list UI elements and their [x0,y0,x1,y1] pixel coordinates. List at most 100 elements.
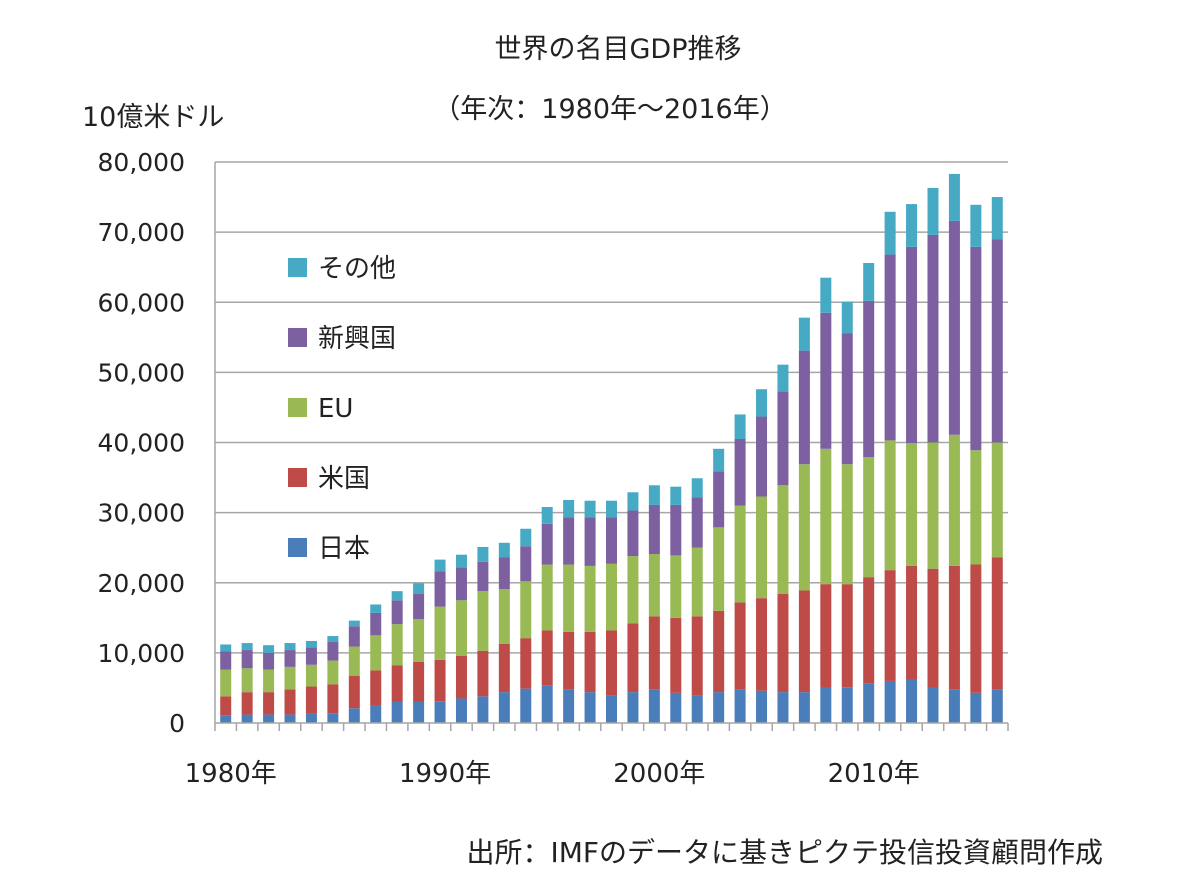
bar-segment-2014 [948,689,960,723]
bar-segment-2014 [948,173,960,221]
bar-segment-1997 [584,692,596,723]
bar-segment-2012 [906,204,918,247]
bar-segment-1986 [348,676,360,709]
bar-segment-1984 [305,647,317,665]
bar-segment-1982 [263,692,275,715]
bar-segment-1999 [627,510,639,557]
bar-segment-2016 [991,689,1003,723]
bar-segment-2000 [648,485,660,505]
bar-segment-2006 [777,364,789,392]
y-tick-label: 0 [169,709,185,738]
bar-segment-1990 [434,559,446,572]
bar-segment-1999 [627,623,639,693]
bar-segment-2004 [734,438,746,506]
bar-segment-1998 [606,500,617,518]
bar-segment-1983 [284,666,296,690]
bar-segment-2008 [820,312,832,449]
bar-segment-1981 [241,692,253,715]
bar-segment-2006 [777,692,789,723]
bar-segment-2015 [970,564,982,693]
bar-segment-2003 [713,692,725,723]
y-tick-label: 70,000 [98,218,185,247]
bar-segment-1995 [541,507,553,524]
bar-segment-1991 [455,554,467,568]
y-tick-label: 40,000 [98,429,185,458]
x-tick-label: 1990年 [399,759,491,789]
y-axis-unit-label: 10億米ドル [82,102,224,133]
bar-segment-1981 [241,714,253,723]
bar-segment-1996 [563,500,575,518]
bar-segment-2002 [691,547,703,617]
bar-segment-2003 [713,527,725,611]
bar-segment-1989 [413,593,425,620]
bar-segment-2007 [798,590,810,693]
bar-segment-1983 [284,689,296,715]
bar-segment-2005 [756,690,768,723]
bar-segment-1994 [520,638,532,689]
legend-swatch [288,398,307,417]
bar-segment-2001 [670,504,682,556]
bar-segment-1992 [477,696,489,723]
bar-segment-1992 [477,546,489,562]
bar-segment-2001 [670,692,682,723]
bar-segment-2009 [841,687,853,723]
bar-segment-1983 [284,650,296,667]
bar-segment-1985 [327,641,339,661]
bar-segment-2016 [991,197,1003,240]
legend-swatch [288,328,307,347]
bar-segment-2005 [756,416,768,497]
bar-segment-2013 [927,234,939,443]
bar-segment-2003 [713,448,725,472]
x-tick-label: 2010年 [828,759,920,789]
bar-segment-2001 [670,486,682,505]
bar-segment-1991 [455,655,467,699]
bar-segment-2016 [991,442,1003,558]
bar-segment-2004 [734,689,746,723]
bar-segment-1988 [391,624,403,666]
bar-segment-2011 [884,440,896,571]
chart-subtitle: （年次：1980年～2016年） [433,94,786,125]
bar-segment-2001 [670,617,682,693]
bar-segment-1990 [434,606,446,660]
bar-segment-2011 [884,570,896,681]
bar-segment-2011 [884,680,896,723]
bar-segment-2008 [820,584,832,688]
bar-segment-1986 [348,620,360,627]
bar-segment-1997 [584,500,596,518]
bar-segment-2011 [884,254,896,441]
bar-segment-1995 [541,564,553,631]
bar-segment-1984 [305,664,317,687]
bar-segment-2013 [927,568,939,688]
bar-segment-1990 [434,701,446,723]
bar-segment-1986 [348,646,360,677]
bar-segment-1989 [413,661,425,702]
bar-segment-2005 [756,389,768,417]
bar-segment-1995 [541,630,553,686]
bar-segment-1989 [413,701,425,723]
bar-segment-1994 [520,528,532,547]
bar-segment-2007 [798,464,810,591]
bar-segment-2002 [691,616,703,696]
x-tick-label: 1980年 [185,759,277,789]
bar-segment-1998 [606,517,617,564]
bar-segment-2005 [756,496,768,599]
bar-segment-2004 [734,505,746,603]
bar-segment-1980 [220,644,232,652]
bar-segment-1982 [263,652,275,670]
bar-segment-2010 [863,300,875,458]
bar-segment-2005 [756,598,768,691]
bar-segment-1993 [498,692,510,723]
bar-segment-2000 [648,553,660,617]
x-tick-label: 2000年 [613,759,705,789]
bar-segment-1990 [434,659,446,702]
bar-segment-1987 [370,604,382,613]
bar-segment-1985 [327,684,339,714]
bar-segment-1984 [305,640,317,648]
bar-segment-2001 [670,555,682,618]
y-tick-label: 10,000 [98,639,185,668]
bar-segment-2000 [648,504,660,554]
bar-segment-1997 [584,565,596,632]
bar-segment-2015 [970,204,982,247]
bar-segment-1992 [477,591,489,651]
chart-title: 世界の名目GDP推移 [495,34,742,65]
